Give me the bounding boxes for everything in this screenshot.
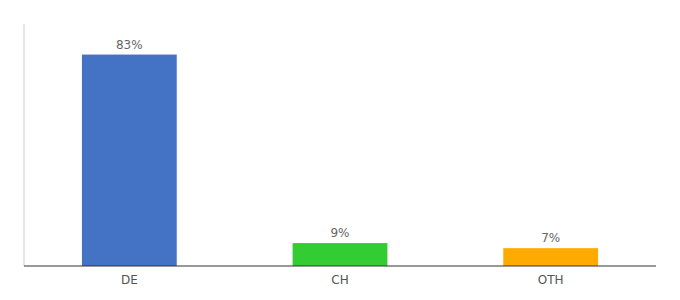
bar	[82, 55, 177, 266]
x-axis-line	[24, 266, 656, 267]
chart-container: 83% 9% 7% DE CH OTH	[0, 0, 680, 300]
data-label: 83%	[116, 38, 143, 52]
data-label: 9%	[330, 226, 349, 240]
x-tick-labels: DE CH OTH	[121, 273, 564, 287]
bars	[82, 55, 598, 266]
x-tick-label: OTH	[538, 273, 564, 287]
bar	[503, 248, 598, 266]
chart-svg: 83% 9% 7% DE CH OTH	[0, 0, 680, 300]
data-label: 7%	[541, 231, 560, 245]
data-labels: 83% 9% 7%	[116, 38, 560, 246]
x-tick-label: CH	[331, 273, 348, 287]
y-axis-line	[24, 24, 25, 266]
x-tick-label: DE	[121, 273, 138, 287]
bar	[293, 243, 388, 266]
